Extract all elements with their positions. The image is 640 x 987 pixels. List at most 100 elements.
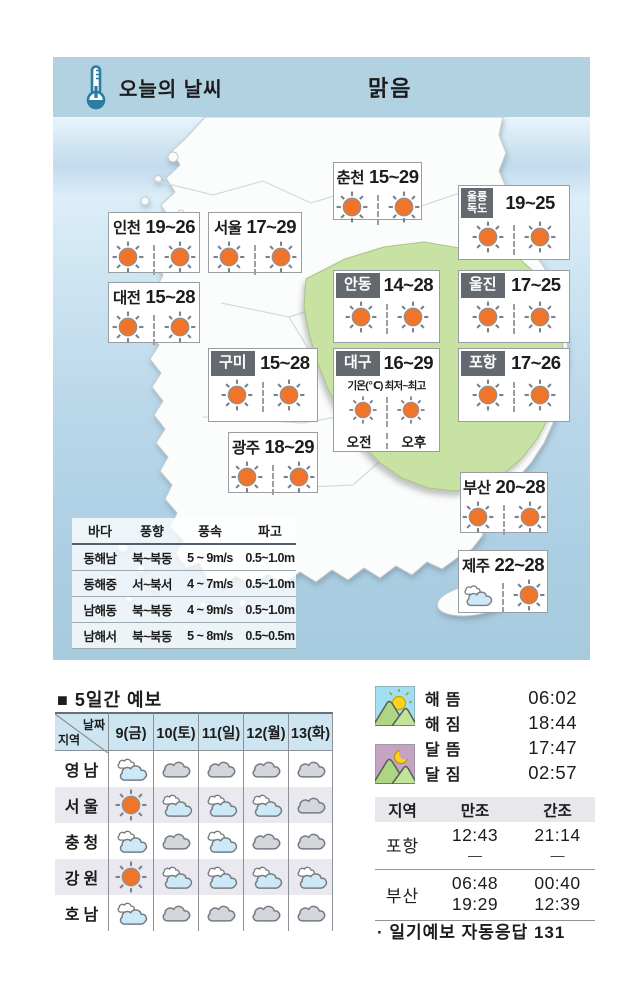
- sun-icon: [513, 579, 545, 611]
- city-name-badge: 대구: [336, 351, 380, 376]
- city-name: 서울: [214, 220, 242, 237]
- sea-cell: 0.5~1.0m: [244, 570, 296, 596]
- sea-cell: 남해동: [72, 596, 128, 622]
- forecast-region-label: 서울: [55, 787, 108, 823]
- partly-cloudy-icon: [464, 584, 493, 606]
- partly-cloudy-icon: [207, 830, 238, 853]
- sea-cell: 5 ~ 9m/s: [187, 550, 233, 565]
- city-temp-range: 17~26: [511, 352, 561, 374]
- korea-map: 인천 19~26 서울 17~29 대전 15~28 춘천 15~29 울릉 독도 19~25 안동 1…: [53, 117, 590, 660]
- city-temp-range: 19~26: [145, 216, 196, 237]
- sun-icon: [397, 301, 428, 333]
- sun-icon: [336, 191, 367, 223]
- sun-icon: [164, 311, 196, 343]
- city-box-andong: 안동 14~28: [333, 270, 440, 343]
- astro-row: 달뜸 17:47: [425, 736, 577, 759]
- forecast-title: ■ 5일간 예보: [57, 690, 163, 710]
- am-pm-divider: [385, 432, 388, 449]
- forecast-cell-partly: [198, 787, 243, 823]
- sea-cell: 0.5~1.0m: [244, 596, 296, 622]
- am-pm-forecast: [111, 240, 197, 279]
- am-pm-forecast: [461, 500, 547, 539]
- partly-cloudy-icon: [207, 866, 238, 889]
- am-pm-divider: [153, 244, 155, 275]
- forecast-cell-cloudy: [288, 751, 333, 787]
- city-name: 인천: [113, 220, 141, 237]
- sea-cell: 북~북동: [128, 622, 176, 649]
- am-pm-forecast: [111, 310, 197, 349]
- forecast-cell-partly: [243, 787, 288, 823]
- am-pm-forecast: [471, 378, 557, 417]
- forecast-cell-cloudy: [198, 751, 243, 787]
- sea-cell: 동해남: [83, 552, 117, 566]
- cloud-icon: [162, 833, 191, 850]
- sun-icon: [524, 379, 556, 411]
- forecast-cell-partly: [243, 859, 288, 895]
- cloud-icon: [207, 905, 236, 922]
- forecast-cell-cloudy: [288, 895, 333, 931]
- sun-icon: [115, 789, 147, 821]
- city-box-daejeon: 대전 15~28: [108, 282, 200, 345]
- am-pm-divider: [153, 314, 155, 345]
- city-temp-range: 17~29: [246, 216, 297, 237]
- city-box-daegu: 대구 16~29 기온(℃) 최저~최고 오전 오후: [333, 348, 440, 452]
- forecast-cell-partly: [108, 751, 153, 787]
- forecast-region-label: 영남: [64, 763, 103, 780]
- cloud-icon: [252, 833, 281, 850]
- forecast-cell-cloudy: [153, 895, 198, 931]
- cloud-icon: [297, 833, 325, 850]
- tide-table: 지역 만조 간조 포항 12:43—21:14— 부산 06:48 19:29 00:40 12:…: [375, 797, 595, 921]
- partly-cloudy-icon: [117, 758, 148, 781]
- sun-icon: [164, 241, 196, 273]
- sea-col-header: 바다: [72, 518, 128, 545]
- partly-cloudy-icon: [117, 830, 148, 853]
- am-pm-forecast: [348, 395, 426, 430]
- city-name-badge: 울진: [461, 273, 505, 298]
- sun-icon: [221, 379, 253, 411]
- astro-row: 달짐 02:57: [425, 761, 577, 784]
- sea-cell: 북~북동: [128, 596, 176, 622]
- am-pm-divider: [513, 304, 515, 335]
- forecast-day-header: 11(일): [198, 712, 243, 751]
- city-box-chuncheon: 춘천 15~29: [333, 162, 422, 225]
- city-temp-range: 14~28: [383, 274, 434, 296]
- forecast-cell-partly: [288, 859, 333, 895]
- diagonal-divider: [55, 714, 108, 753]
- city-name: 춘천: [336, 170, 365, 187]
- page-title: 오늘의 날씨: [119, 78, 223, 101]
- city-box-pohang: 포항 17~26: [458, 348, 570, 422]
- tide-row: 부산 06:48 19:29 00:40 12:39: [375, 869, 595, 920]
- moonrise-mountain-icon: [375, 744, 415, 784]
- cloud-icon: [297, 761, 325, 778]
- sun-icon: [283, 461, 315, 493]
- city-box-uljin: 울진 17~25: [458, 270, 570, 343]
- sea-cell: 북~북동: [132, 552, 172, 566]
- forecast-cell-partly: [108, 895, 153, 931]
- city-name: 제주: [462, 558, 490, 575]
- sun-icon: [345, 301, 376, 333]
- am-pm-divider: [272, 464, 274, 495]
- forecast-cell-cloudy: [243, 823, 288, 859]
- city-box-gumi: 구미 15~28: [208, 348, 318, 422]
- city-temp-range: 19~25: [505, 192, 555, 214]
- sun-icon: [462, 501, 494, 533]
- am-pm-divider: [503, 504, 505, 535]
- sun-icon: [472, 379, 504, 411]
- am-pm-forecast: [471, 300, 557, 339]
- forecast-cell-partly: [108, 823, 153, 859]
- sea-cell: 4 ~ 9m/s: [176, 596, 244, 622]
- sun-icon: [273, 379, 305, 411]
- am-pm-divider: [385, 304, 388, 335]
- sun-icon: [388, 191, 419, 223]
- sea-cell: 5 ~ 8m/s: [176, 622, 244, 649]
- city-box-jeju: 제주 22~28: [458, 550, 548, 613]
- sun-icon: [213, 241, 245, 273]
- city-box-incheon: 인천 19~26: [108, 212, 200, 275]
- sun-icon: [112, 311, 144, 343]
- city-name: 광주: [232, 440, 260, 457]
- cloud-icon: [252, 905, 281, 922]
- sunrise-mountain-icon: [375, 686, 415, 726]
- sea-cell: 남해서: [72, 622, 128, 649]
- sea-col-header: 풍속: [176, 518, 244, 545]
- city-name-badge: 안동: [336, 273, 380, 298]
